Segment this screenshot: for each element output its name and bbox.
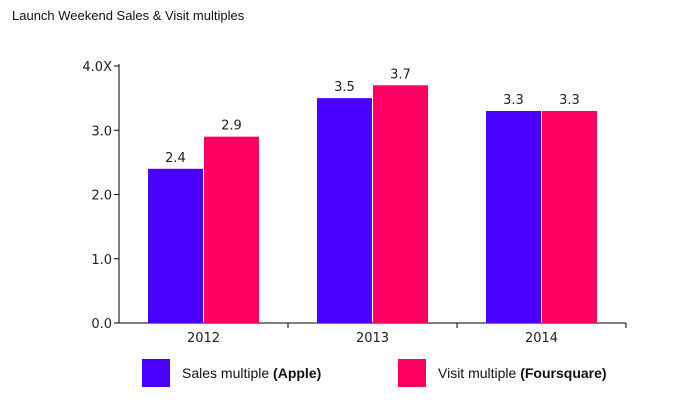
data-label: 3.5 bbox=[334, 80, 355, 95]
legend-item-sales: Sales multiple (Apple) bbox=[142, 356, 321, 390]
legend: Sales multiple (Apple) Visit multiple (F… bbox=[0, 356, 698, 390]
x-tick-label: 2012 bbox=[187, 331, 220, 346]
data-label: 3.7 bbox=[390, 67, 411, 82]
y-tick-label: 4.0X bbox=[82, 60, 112, 75]
y-tick-label: 2.0 bbox=[91, 189, 112, 204]
data-label: 3.3 bbox=[559, 93, 580, 108]
data-label: 3.3 bbox=[503, 93, 524, 108]
bar bbox=[542, 110, 597, 323]
data-label: 2.9 bbox=[221, 119, 242, 134]
legend-swatch-sales bbox=[142, 359, 170, 387]
bar bbox=[317, 98, 372, 323]
bar bbox=[486, 110, 541, 323]
chart-title: Launch Weekend Sales & Visit multiples bbox=[12, 8, 245, 23]
y-tick-label: 3.0 bbox=[91, 124, 112, 139]
x-tick-label: 2014 bbox=[525, 331, 558, 346]
bar bbox=[204, 136, 259, 323]
bar bbox=[148, 168, 203, 323]
legend-item-visit: Visit multiple (Foursquare) bbox=[398, 356, 607, 390]
y-tick-label: 1.0 bbox=[91, 253, 112, 268]
legend-label-visit: Visit multiple (Foursquare) bbox=[438, 365, 607, 381]
bar bbox=[373, 85, 428, 324]
legend-swatch-visit bbox=[398, 359, 426, 387]
x-tick-label: 2013 bbox=[356, 331, 389, 346]
data-label: 2.4 bbox=[165, 151, 186, 166]
legend-label-sales: Sales multiple (Apple) bbox=[182, 365, 322, 381]
y-tick-label: 0.0 bbox=[91, 317, 112, 332]
